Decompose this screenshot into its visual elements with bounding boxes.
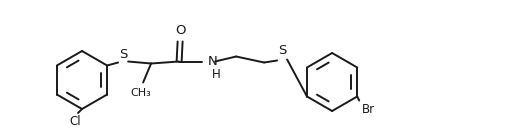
Text: S: S (278, 45, 286, 58)
Text: O: O (175, 24, 185, 36)
Text: Cl: Cl (69, 115, 81, 128)
Text: CH₃: CH₃ (131, 88, 152, 98)
Text: Br: Br (362, 102, 375, 115)
Text: S: S (119, 48, 127, 61)
Text: H: H (212, 68, 221, 81)
Text: N: N (208, 55, 218, 68)
